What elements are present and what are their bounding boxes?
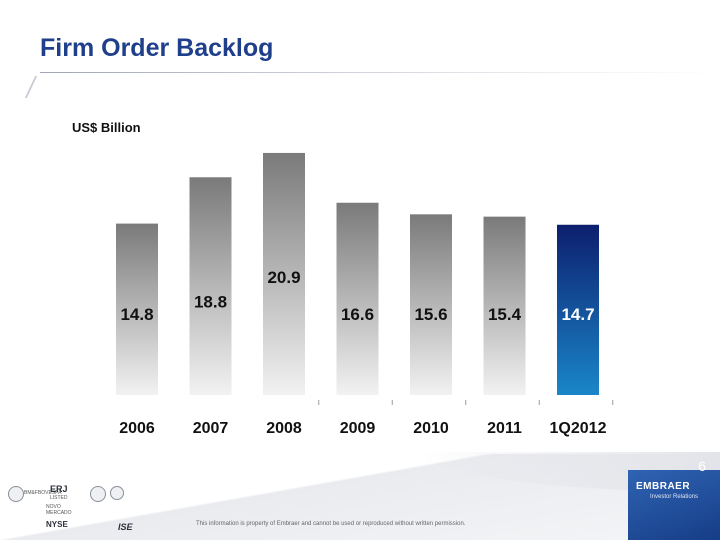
value-label-2011: 15.4 <box>488 305 522 324</box>
value-label-1Q2012: 14.7 <box>561 305 594 324</box>
bar-2007 <box>189 177 232 395</box>
embraer-logo: EMBRAER <box>636 481 691 492</box>
bar-2011 <box>483 216 526 395</box>
category-label-2006: 2006 <box>119 420 155 437</box>
novo-mercado-label: NOVO MERCADO <box>46 504 72 516</box>
category-label-2007: 2007 <box>193 420 229 437</box>
value-label-2006: 14.8 <box>120 305 153 324</box>
bovespa-seal-icon <box>8 486 24 502</box>
value-label-2008: 20.9 <box>267 268 300 287</box>
erj-ticker: ERJ <box>50 484 68 494</box>
investor-relations-label: Investor Relations <box>650 494 699 500</box>
value-label-2007: 18.8 <box>194 292 227 311</box>
nyse-label: NYSE <box>46 520 68 529</box>
category-label-2008: 2008 <box>266 420 302 437</box>
value-label-2009: 16.6 <box>341 305 374 324</box>
bar-2008 <box>263 152 305 395</box>
exchange-logos: BM&FBOVESPA ERJ LISTED NOVO MERCADO NYSE… <box>6 482 156 538</box>
title-divider <box>40 72 720 73</box>
footer-brand-panel <box>628 470 720 540</box>
bar-2010 <box>410 214 452 395</box>
bar-2009 <box>336 202 379 395</box>
bar-2006 <box>116 223 158 395</box>
bovespa-logo-text: BM&FBOVESPA <box>24 490 62 496</box>
category-label-1Q2012: 1Q2012 <box>550 420 607 437</box>
bar-1Q2012 <box>557 224 599 395</box>
footer-disclaimer: This information is property of Embraer … <box>196 521 466 527</box>
unit-label: US$ Billion <box>72 120 141 135</box>
index-seal-icon <box>110 486 124 500</box>
page-title: Firm Order Backlog <box>40 34 274 62</box>
globe-seal-icon <box>90 486 106 502</box>
ise-logo: ISE <box>118 522 133 532</box>
page-number: 6 <box>698 458 706 474</box>
listed-label: LISTED <box>50 495 68 501</box>
category-label-2010: 2010 <box>413 420 449 437</box>
value-label-2010: 15.6 <box>414 305 447 324</box>
category-label-2009: 2009 <box>340 420 376 437</box>
category-label-2011: 2011 <box>487 420 522 437</box>
